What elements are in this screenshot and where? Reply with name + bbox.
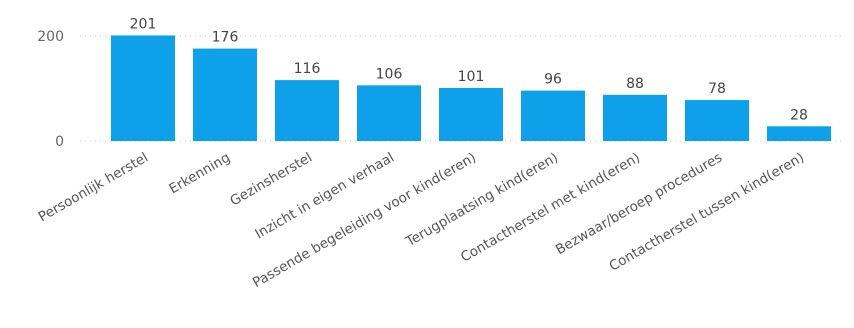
bar[interactable]: [521, 90, 585, 141]
bar[interactable]: [439, 87, 503, 141]
data-label: 96: [544, 72, 562, 88]
data-label: 201: [130, 16, 157, 32]
data-label: 78: [708, 81, 726, 97]
x-category-label: Erkenning: [166, 150, 233, 198]
category-labels: Persoonlijk herstel ErkenningGezinsherste…: [36, 150, 807, 291]
bar[interactable]: [603, 94, 667, 141]
data-label: 28: [790, 107, 808, 123]
bar[interactable]: [685, 100, 749, 141]
x-category-label: Persoonlijk herstel: [36, 150, 151, 226]
y-tick-label: 200: [37, 29, 64, 45]
data-label: 101: [458, 69, 485, 85]
y-tick-label: 0: [55, 134, 64, 150]
y-axis-ticks: 0 200: [37, 29, 64, 150]
bars: [111, 35, 831, 141]
x-category-label: Inzicht in eigen verhaal: [252, 150, 397, 243]
bar[interactable]: [193, 48, 257, 141]
bar[interactable]: [111, 35, 175, 141]
data-label: 116: [294, 61, 321, 77]
data-label: 106: [376, 66, 403, 82]
data-label: 176: [212, 30, 239, 46]
bar[interactable]: [357, 85, 421, 141]
data-labels: 201 176 116 106 101 96 88 78 28: [130, 16, 808, 123]
x-category-label: Terugplaatsing kind(eren): [402, 150, 561, 251]
bar[interactable]: [275, 80, 339, 141]
data-label: 88: [626, 76, 644, 92]
bar[interactable]: [767, 126, 831, 141]
